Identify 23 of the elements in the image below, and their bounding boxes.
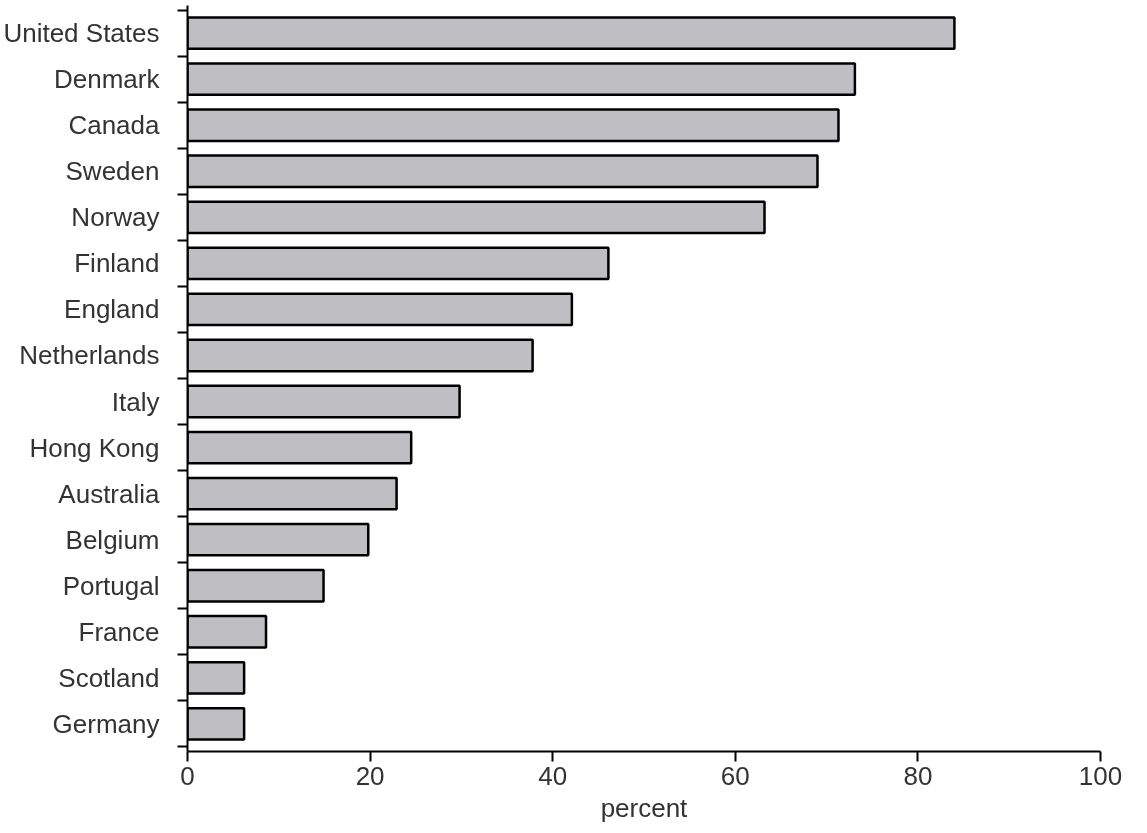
y-tick-label: Finland (74, 248, 160, 279)
y-tick-label: Portugal (62, 570, 160, 601)
x-axis-title: percent (600, 792, 689, 823)
y-tick-label: Canada (68, 110, 161, 141)
y-tick-label: Norway (71, 202, 160, 233)
x-tick-label: 100 (1078, 760, 1123, 791)
y-tick-label: Germany (52, 708, 160, 739)
y-tick-label: Netherlands (19, 340, 160, 371)
y-tick-label: Denmark (54, 64, 161, 95)
y-tick-label: Scotland (58, 662, 160, 693)
y-tick-label: France (78, 616, 160, 647)
y-tick-label: Sweden (65, 156, 160, 187)
x-tick-label: 40 (538, 760, 568, 791)
x-tick-label: 20 (355, 760, 385, 791)
y-tick-label: Australia (58, 478, 161, 509)
y-tick-label: Belgium (65, 524, 160, 555)
y-tick-label: United States (3, 18, 160, 49)
y-tick-label: Hong Kong (29, 432, 160, 463)
x-tick-label: 80 (903, 760, 933, 791)
y-tick-label: Italy (111, 386, 160, 417)
y-tick-label: England (64, 294, 160, 325)
x-tick-label: 0 (180, 760, 195, 791)
x-tick-label: 60 (720, 760, 750, 791)
